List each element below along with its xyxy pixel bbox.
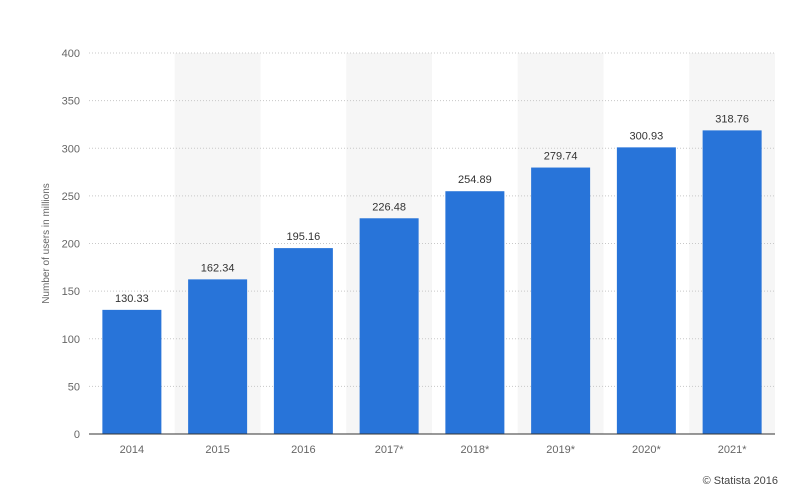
x-tick-label: 2018* <box>460 444 489 456</box>
x-tick-label: 2020* <box>632 444 661 456</box>
value-label: 279.74 <box>544 151 578 163</box>
value-labels: 130.33 162.34 195.16 226.48 254.89 279.74 300.… <box>115 113 749 304</box>
y-tick-label: 350 <box>62 96 80 108</box>
bars <box>102 130 762 434</box>
value-label: 226.48 <box>372 201 406 213</box>
y-tick-label: 50 <box>68 381 80 393</box>
y-tick-label: 0 <box>74 429 80 441</box>
value-label: 254.89 <box>458 174 492 186</box>
value-label: 318.76 <box>715 113 749 125</box>
bar-2016 <box>273 248 333 434</box>
value-label: 162.34 <box>201 262 235 274</box>
y-axis-ticks: 0 50 100 150 200 250 300 350 400 <box>62 48 80 441</box>
y-axis-label: Number of users in millions <box>41 183 52 304</box>
y-tick-label: 400 <box>62 48 80 60</box>
bar-2021* <box>702 130 762 434</box>
x-tick-label: 2019* <box>546 444 575 456</box>
y-tick-label: 100 <box>62 334 80 346</box>
value-label: 300.93 <box>630 130 664 142</box>
bar-2015 <box>188 279 248 434</box>
x-tick-label: 2014 <box>120 444 144 456</box>
bar-2020* <box>616 147 676 434</box>
x-axis-ticks: 2014 2015 2016 2017* 2018* 2019* 2020* 2021* <box>120 444 748 456</box>
x-tick-label: 2021* <box>718 444 747 456</box>
bar-2017* <box>359 218 419 434</box>
y-tick-label: 300 <box>62 143 80 155</box>
value-label: 130.33 <box>115 293 149 305</box>
value-label: 195.16 <box>287 231 321 243</box>
y-tick-label: 250 <box>62 191 80 203</box>
bar-2019* <box>531 167 591 434</box>
bar-2018* <box>445 191 505 434</box>
x-tick-label: 2017* <box>375 444 404 456</box>
source-credit: © Statista 2016 <box>702 475 778 487</box>
y-tick-label: 200 <box>62 239 80 251</box>
x-tick-label: 2016 <box>291 444 315 456</box>
y-tick-label: 150 <box>62 286 80 298</box>
bar-2014 <box>102 309 162 434</box>
x-tick-label: 2015 <box>205 444 229 456</box>
